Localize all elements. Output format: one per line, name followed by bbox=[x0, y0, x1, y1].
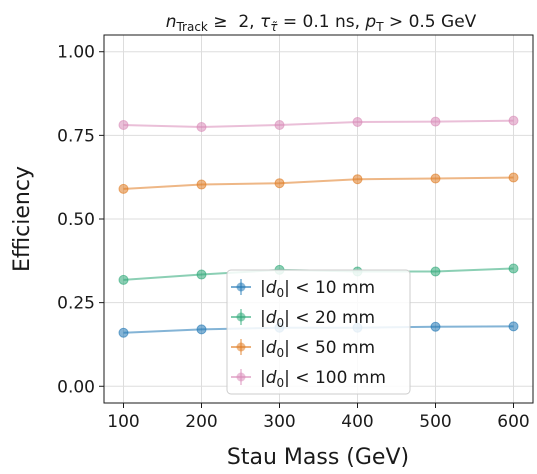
data-point bbox=[430, 173, 441, 184]
legend: |d0| < 10 mm |d0| < 20 mm |d0| < 50 mm |d0|… bbox=[226, 269, 411, 395]
y-tick-label: 0.00 bbox=[57, 377, 95, 397]
data-point bbox=[118, 119, 129, 130]
title-geq: ≥ 2, bbox=[208, 12, 260, 32]
data-point bbox=[196, 122, 207, 132]
data-point bbox=[274, 119, 285, 130]
legend-marker bbox=[236, 372, 246, 382]
x-axis-ticks: 100 200 300 400 500 600 bbox=[107, 403, 530, 432]
x-tick-label: 200 bbox=[185, 412, 217, 432]
y-tick-label: 0.25 bbox=[57, 294, 95, 314]
data-point bbox=[118, 274, 129, 285]
title-p: p bbox=[364, 12, 376, 32]
legend-label: |d0| < 20 mm bbox=[260, 308, 375, 330]
data-point bbox=[118, 183, 129, 194]
legend-label: |d0| < 100 mm bbox=[260, 368, 386, 390]
x-axis-label: Stau Mass (GeV) bbox=[227, 445, 409, 470]
legend-box bbox=[226, 269, 411, 395]
title-tau-sub: τ̃ bbox=[270, 20, 278, 34]
y-tick-label: 0.75 bbox=[57, 126, 95, 146]
legend-marker bbox=[236, 282, 246, 292]
data-point bbox=[196, 269, 207, 280]
data-point bbox=[430, 321, 441, 332]
title-tau: τ bbox=[260, 12, 271, 32]
series-2 bbox=[118, 172, 519, 194]
legend-label: |d0| < 10 mm bbox=[260, 278, 375, 300]
title-n-sub: Track bbox=[175, 20, 207, 34]
data-point bbox=[508, 263, 519, 274]
x-tick-label: 500 bbox=[419, 412, 451, 432]
x-tick-label: 400 bbox=[341, 412, 373, 432]
title-p-val: > 0.5 GeV bbox=[384, 12, 477, 32]
title-p-sub: T bbox=[375, 20, 384, 34]
series-line bbox=[123, 119, 514, 129]
data-point bbox=[352, 116, 363, 127]
legend-item: |d0| < 50 mm bbox=[231, 338, 375, 360]
data-point bbox=[508, 321, 519, 332]
series-3 bbox=[118, 115, 519, 132]
data-point bbox=[274, 178, 285, 189]
series-line bbox=[123, 176, 514, 190]
data-point bbox=[430, 266, 441, 277]
y-axis-ticks: 0.00 0.25 0.50 0.75 1.00 bbox=[57, 43, 104, 397]
x-tick-label: 100 bbox=[107, 412, 139, 432]
data-point bbox=[508, 172, 519, 183]
chart-title: nTrack ≥ 2, ττ̃ = 0.1 ns, pT > 0.5 GeV bbox=[166, 12, 477, 34]
legend-marker bbox=[236, 312, 246, 322]
data-point bbox=[196, 324, 207, 335]
title-tau-val: = 0.1 ns, bbox=[277, 12, 365, 32]
x-tick-label: 600 bbox=[497, 412, 529, 432]
x-tick-label: 300 bbox=[263, 412, 295, 432]
data-point bbox=[352, 174, 363, 185]
data-point bbox=[430, 116, 441, 127]
y-tick-label: 0.50 bbox=[57, 210, 95, 230]
y-tick-label: 1.00 bbox=[57, 43, 95, 63]
legend-marker bbox=[236, 342, 246, 352]
legend-item: |d0| < 20 mm bbox=[231, 308, 375, 330]
data-point bbox=[508, 115, 519, 126]
title-n: n bbox=[166, 12, 177, 32]
legend-label: |d0| < 50 mm bbox=[260, 338, 375, 360]
y-axis-label: Efficiency bbox=[10, 166, 35, 272]
data-point bbox=[196, 179, 207, 190]
legend-item: |d0| < 100 mm bbox=[231, 368, 386, 390]
data-point bbox=[118, 327, 129, 338]
legend-item: |d0| < 10 mm bbox=[231, 278, 375, 300]
